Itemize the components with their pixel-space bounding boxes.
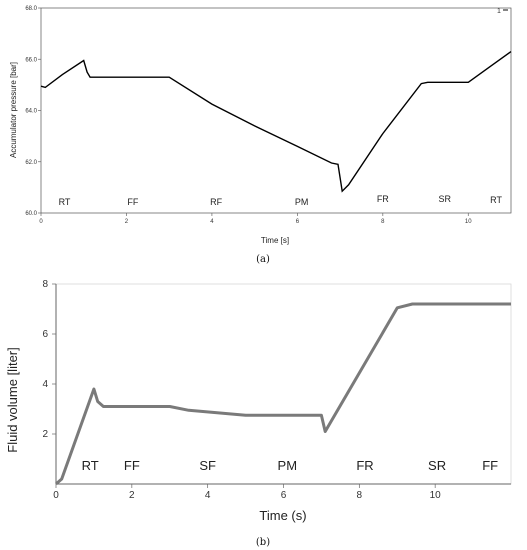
panel-a-ytick-label: 68.0 (25, 6, 37, 12)
panel-b-phase-label: FF (482, 458, 498, 473)
panel-a-phase-label: FR (377, 194, 389, 204)
panel-b-phase-label: FF (124, 458, 140, 473)
panel-b-phase-label: FR (356, 458, 373, 473)
panel-a-phase-label: RT (490, 195, 502, 205)
panel-b-xlabel: Time (s) (259, 508, 306, 523)
panel-a-xtick-label: 0 (39, 219, 43, 225)
panel-b-caption: (b) (256, 537, 270, 548)
panel-a-caption: (a) (256, 254, 270, 265)
panel-b: 0 2 4 6 8 10 2 4 6 8 RT FF SF PM FR SR FF Time (s) Flui… (5, 279, 512, 548)
panel-b-xtick-label: 10 (430, 490, 442, 501)
panel-b-phase-label: SF (199, 458, 216, 473)
panel-a: 1 0 2 4 6 8 10 60.0 62.0 64.0 66.0 68.0 RT FF RF PM FR… (9, 6, 512, 265)
panel-a-xtick-label: 8 (381, 219, 385, 225)
panel-b-xtick-label: 2 (129, 490, 135, 501)
panel-b-xtick-label: 8 (357, 490, 363, 501)
panel-a-phase-label: SR (439, 194, 452, 204)
panel-b-plot-frame (55, 283, 512, 485)
panel-a-ytick-label: 64.0 (25, 109, 37, 115)
panel-a-ytick-label: 62.0 (25, 160, 37, 166)
panel-b-ytick-label: 2 (42, 429, 48, 440)
panel-a-pressure-line (40, 51, 512, 193)
panel-a-xtick-label: 4 (210, 219, 214, 225)
panel-a-xtick-label: 10 (465, 219, 472, 225)
panel-a-phase-label: PM (295, 197, 309, 207)
panel-b-volume-line (55, 302, 511, 486)
panel-b-phase-label: SR (428, 458, 446, 473)
panel-a-phase-label: RF (210, 197, 222, 207)
panel-a-ylabel: Accumulator pressure [bar] (9, 62, 18, 158)
panel-b-xtick-label: 0 (53, 490, 59, 501)
panel-b-xtick-label: 6 (281, 490, 287, 501)
corner-mark: 1 (497, 8, 501, 15)
panel-a-xlabel: Time [s] (261, 236, 289, 245)
panel-a-xtick-label: 6 (296, 219, 300, 225)
panel-b-ylabel: Fluid volume [liter] (5, 347, 20, 452)
panel-a-plot-frame (40, 7, 512, 214)
panel-a-phase-label: FF (127, 197, 138, 207)
panel-b-ytick-label: 6 (42, 329, 48, 340)
panel-a-ytick-label: 66.0 (25, 57, 37, 63)
panel-a-ytick-label: 60.0 (25, 211, 37, 217)
panel-b-phase-label: PM (278, 458, 298, 473)
panel-b-xtick-label: 4 (205, 490, 211, 501)
panel-b-ytick-label: 4 (42, 379, 48, 390)
panel-a-phase-label: RT (59, 197, 71, 207)
panel-b-ytick-label: 8 (42, 279, 48, 290)
panel-a-xtick-label: 2 (125, 219, 129, 225)
panel-b-phase-label: RT (82, 458, 99, 473)
